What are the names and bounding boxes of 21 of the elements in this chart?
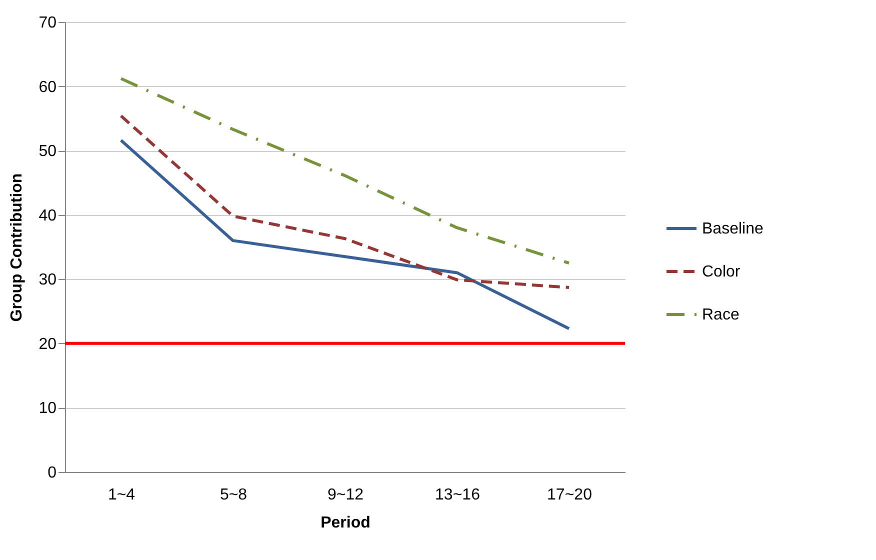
x-tick-label: 5~8 [220, 486, 248, 504]
x-tick-label: 1~4 [108, 486, 136, 504]
line-series [120, 77, 570, 265]
y-tick-label: 60 [38, 78, 57, 96]
y-tick-label: 40 [38, 207, 57, 224]
x-axis-title: Period [320, 514, 370, 532]
y-tick-label: 10 [38, 400, 57, 418]
y-tick-label: 70 [38, 14, 57, 32]
y-axis-title: Group Contribution [8, 173, 26, 322]
y-tick-label: 20 [38, 336, 57, 353]
y-tick-label: 50 [38, 143, 57, 160]
legend-label: Baseline [702, 220, 764, 238]
x-tick-label: 17~20 [547, 486, 592, 504]
line-series [120, 138, 570, 330]
y-tick-label: 0 [48, 464, 57, 482]
line-series [120, 114, 570, 289]
legend-label: Race [702, 306, 740, 324]
legend-label: Color [702, 264, 741, 280]
y-tick-label: 30 [38, 272, 57, 289]
x-tick-label: 9~12 [327, 486, 364, 504]
x-tick-label: 13~16 [435, 486, 480, 504]
